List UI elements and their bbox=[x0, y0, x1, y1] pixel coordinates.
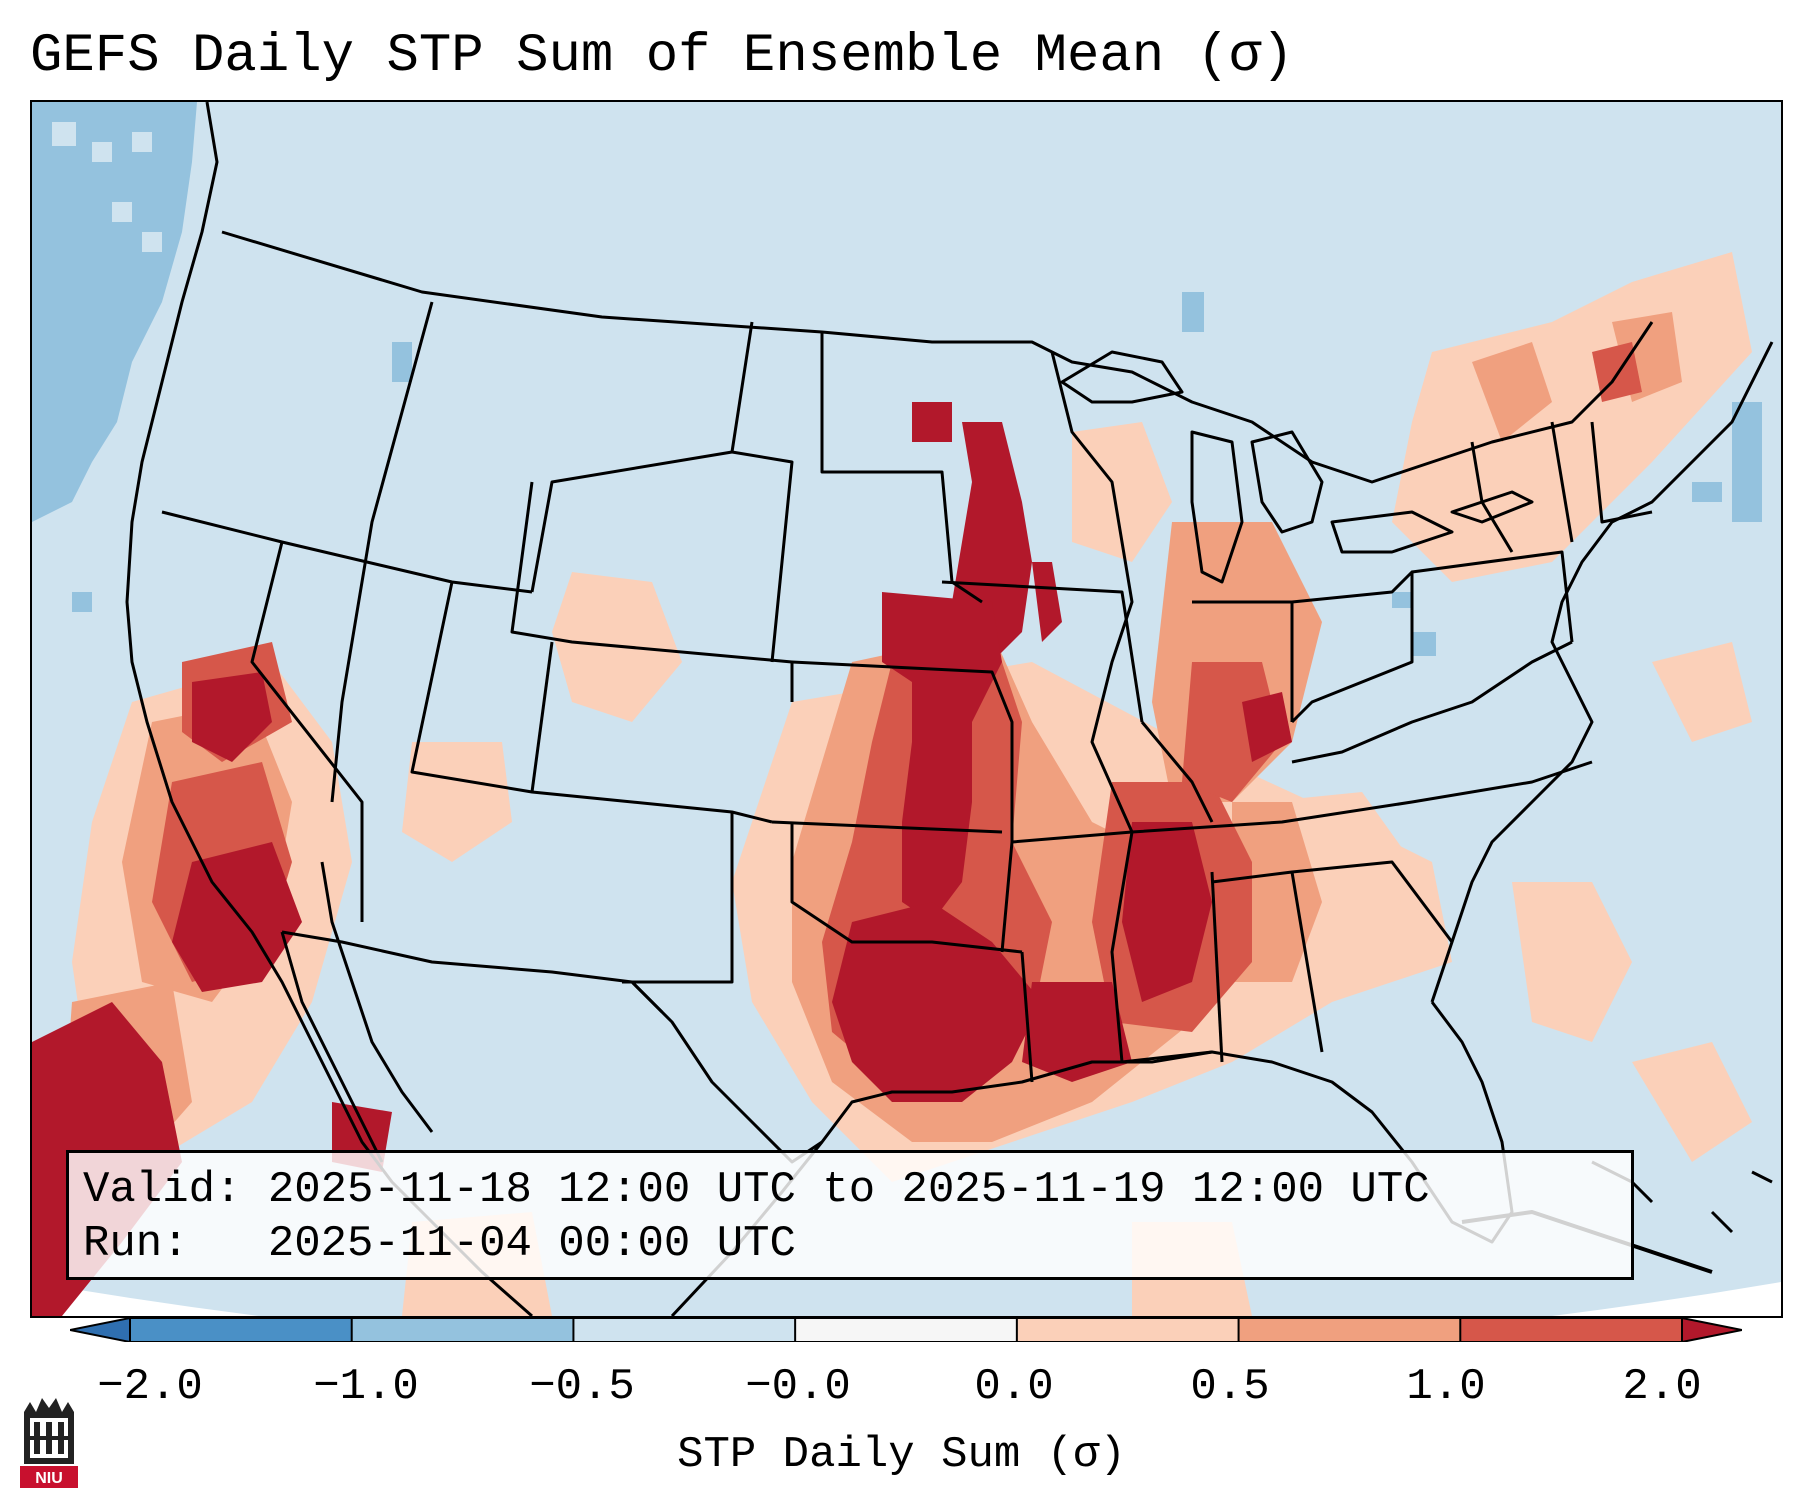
cbar-tick-7: 2.0 bbox=[1622, 1362, 1702, 1412]
niu-logo-text: NIU bbox=[35, 1470, 63, 1487]
niu-logo-icon: NIU bbox=[20, 1398, 78, 1488]
colorbar bbox=[70, 1318, 1742, 1342]
map-title: GEFS Daily STP Sum of Ensemble Mean (σ) bbox=[30, 26, 1294, 87]
cbar-tick-3: −0.0 bbox=[745, 1362, 851, 1412]
colorbar-bin-3 bbox=[573, 1318, 796, 1342]
map-boundaries bbox=[125, 102, 1774, 1316]
colorbar-bin-7 bbox=[1460, 1318, 1683, 1342]
map-panel bbox=[30, 100, 1783, 1318]
colorbar-bin-2 bbox=[351, 1318, 574, 1342]
cbar-tick-6: 1.0 bbox=[1406, 1362, 1486, 1412]
colorbar-bin-0 bbox=[70, 1318, 130, 1342]
valid-label: Valid: bbox=[83, 1165, 242, 1215]
negative-anomaly-pacific-nw bbox=[32, 102, 1762, 656]
colorbar-bin-8 bbox=[1682, 1318, 1742, 1342]
colorbar-label: STP Daily Sum (σ) bbox=[677, 1430, 1126, 1480]
run-time: 2025-11-04 00:00 UTC bbox=[267, 1219, 796, 1269]
colorbar-bin-5 bbox=[1016, 1318, 1240, 1342]
cbar-tick-4: 0.0 bbox=[974, 1362, 1054, 1412]
cbar-tick-0: −2.0 bbox=[97, 1362, 203, 1412]
cbar-tick-2: −0.5 bbox=[529, 1362, 635, 1412]
colorbar-bin-6 bbox=[1238, 1318, 1461, 1342]
colorbar-bin-4 bbox=[795, 1318, 1018, 1342]
valid-run-info-box: Valid: 2025-11-18 12:00 UTC to 2025-11-1… bbox=[66, 1150, 1634, 1280]
stp-map bbox=[32, 102, 1781, 1316]
valid-time: 2025-11-18 12:00 UTC to 2025-11-19 12:00… bbox=[267, 1165, 1430, 1215]
cbar-tick-1: −1.0 bbox=[313, 1362, 419, 1412]
run-label: Run: bbox=[83, 1219, 189, 1269]
colorbar-bin-1 bbox=[130, 1318, 353, 1342]
cbar-tick-5: 0.5 bbox=[1190, 1362, 1270, 1412]
